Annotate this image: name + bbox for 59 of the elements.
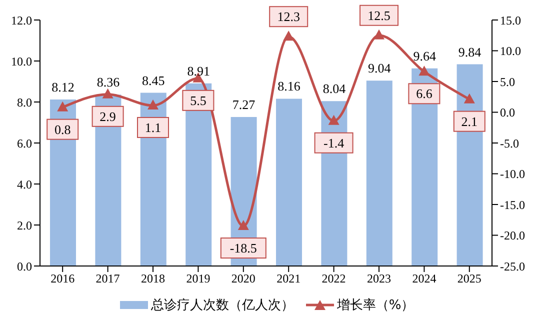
x-tick-label: 2023 [367,272,391,286]
x-tick-label: 2019 [186,272,210,286]
legend-label: 总诊疗人次数（亿人次） [150,297,294,314]
x-tick-label: 2025 [457,272,482,286]
point [418,66,430,76]
data-label: 7.27 [232,96,256,112]
y2-tick-label: 15.0 [500,13,521,28]
y-tick-label: 6.0 [17,136,32,150]
point [148,99,158,110]
data-label: 9.84 [458,44,482,60]
data-label: 2.1 [461,114,478,129]
data-label: -1.4 [324,135,345,150]
y-tick-label: 8.0 [17,95,32,110]
y-tick-label: 4.0 [17,177,32,192]
x-tick-label: 2022 [322,272,346,286]
point [57,101,68,112]
data-label: 0.8 [54,122,71,137]
y-tick-label: 10.0 [11,54,32,68]
y2-tick-label: -20.0 [500,228,525,243]
x-tick-label: 2017 [96,272,120,286]
y2-tick-label: -5.0 [500,136,519,150]
y2-tick-label: 0.0 [500,106,515,120]
x-tick-label: 2016 [50,272,75,286]
data-label: 12.5 [368,8,390,23]
data-label: 1.1 [144,120,162,135]
point [464,93,475,104]
y2-tick-label: -10.0 [500,167,525,182]
y2-tick-label: 5.0 [500,74,515,89]
data-label: 9.04 [368,60,392,76]
bar [366,80,392,266]
data-label: 8.04 [322,81,346,96]
point [328,114,340,125]
y2-tick-label: -25.0 [500,259,525,274]
data-label: 12.3 [277,9,300,24]
data-label: 8.36 [96,74,120,90]
y-tick-label: 12.0 [11,13,32,28]
point [283,30,294,41]
y2-tick-label: 10.0 [500,44,521,58]
data-label: 8.91 [187,63,210,78]
data-label: 5.5 [190,92,206,108]
point [374,29,384,40]
x-tick-label: 2020 [231,272,256,286]
data-label: 9.64 [413,48,436,64]
legend-label: 增长率（%） [336,297,414,314]
data-label: 8.45 [142,72,165,88]
bar [276,98,302,266]
data-label: 8.16 [278,78,301,94]
data-label: -18.5 [230,240,257,256]
data-label: 8.12 [52,80,74,95]
data-label: 6.6 [416,86,433,102]
data-label: 2.9 [100,108,116,124]
point [102,88,114,98]
point [238,220,249,230]
y2-tick-label: -15.0 [500,198,525,212]
x-tick-label: 2018 [141,272,165,286]
x-tick-label: 2021 [276,272,301,286]
y-tick-label: 2.0 [17,218,32,232]
x-tick-label: 2024 [412,272,436,286]
y-tick-label: 0.0 [17,259,32,274]
